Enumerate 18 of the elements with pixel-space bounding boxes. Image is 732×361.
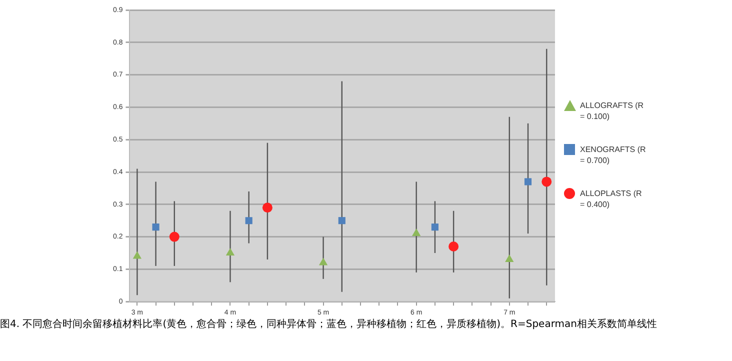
legend-label: XENOGRAFTS (R = 0.700) [580,144,646,166]
point [245,217,252,224]
legend-label: ALLOGRAFTS (R = 0.100) [580,100,645,122]
point [132,251,142,259]
point [542,176,552,187]
point [431,224,438,231]
point [524,178,532,186]
caption: 图4. 不同愈合时间余留移植材料比率(黄色，愈合骨；绿色，同种异体骨；蓝色，异种移植物；红色，异质移植物)。R=Spearman相关系数简单线性 [0,318,658,331]
point [448,242,459,252]
point [169,232,180,242]
point [262,202,272,213]
legend-label: ALLOPLASTS (R = 0.400) [580,188,643,210]
point [412,228,421,236]
point [152,224,160,231]
point [318,258,328,266]
point [505,254,514,262]
point [338,217,346,224]
point [226,248,235,256]
